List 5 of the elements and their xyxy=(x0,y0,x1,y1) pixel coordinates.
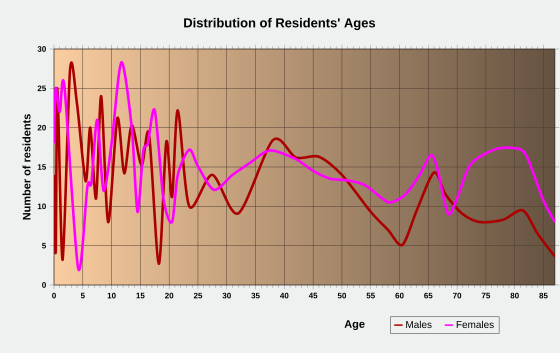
legend-label: Females xyxy=(456,320,494,328)
chart-title: Distribution of Residents' Ages xyxy=(184,18,376,30)
y-axis-title: Number of residents xyxy=(22,114,31,220)
legend-label: Males xyxy=(406,320,432,328)
x-axis-title: Age xyxy=(344,320,365,330)
